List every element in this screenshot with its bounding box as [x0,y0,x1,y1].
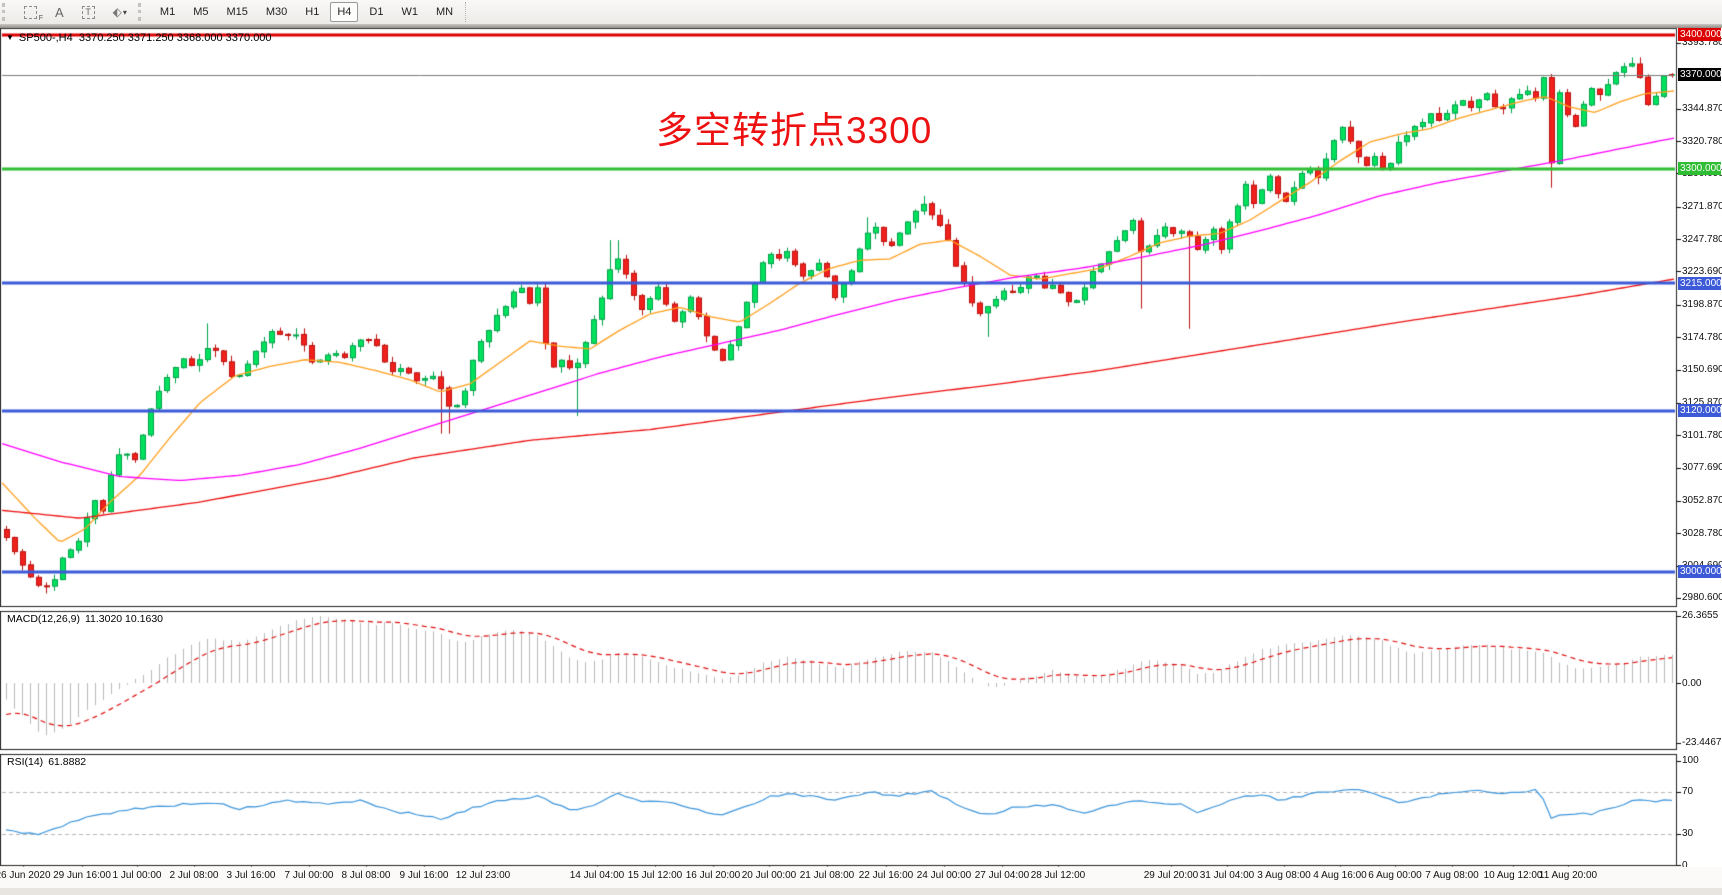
price-level-badge: 3215.000 [1678,276,1722,290]
shapes-dropdown-caret-icon[interactable]: ▾ [122,7,127,17]
mt4-toolbar: F A T ⬖ ▾ M1 M5 M15 M30 H1 H4 D1 W1 MN [0,0,1722,24]
price-axis-tick: 3247.780 [1682,233,1722,245]
price-level-badge: 3000.000 [1678,565,1722,579]
time-axis-label: 1 Jul 00:00 [112,870,162,881]
rsi-axis-tick: 30 [1682,828,1694,840]
toolbar-grip[interactable] [2,3,11,21]
letter-a-glyph: A [55,4,64,20]
timeframe-button-h1[interactable]: H1 [298,2,326,22]
price-axis-tick: 3320.780 [1682,135,1722,147]
time-axis-label: 7 Aug 08:00 [1425,870,1479,881]
arrows-shapes-icon[interactable]: ⬖ ▾ [106,2,134,22]
price-axis-tick: 3393.780 [1682,37,1722,49]
rsi-axis-tick: 100 [1682,755,1699,766]
macd-axis-tick: 0.00 [1682,677,1702,689]
timeframe-button-m1[interactable]: M1 [153,2,182,22]
timeframe-button-mn[interactable]: MN [429,2,460,22]
price-level-badge: 3120.000 [1678,404,1722,418]
rsi-value: 61.8882 [48,756,87,768]
time-axis-label: 28 Jul 12:00 [1030,870,1086,881]
time-axis-label: 8 Jul 08:00 [341,870,391,881]
time-axis-label: 14 Jul 04:00 [569,870,625,881]
price-axis-tick: 3052.870 [1682,495,1722,507]
timeframe-button-m5[interactable]: M5 [186,2,215,22]
toolbar-grip-2[interactable] [137,3,147,21]
time-axis-label: 3 Aug 08:00 [1257,870,1311,881]
price-axis-tick: 3077.690 [1682,462,1722,474]
price-axis-tick: 3174.780 [1682,331,1722,343]
timeframe-button-m30[interactable]: M30 [259,2,294,22]
price-axis-tick: 3150.690 [1682,364,1722,375]
time-axis-label: 11 Aug 20:00 [1538,870,1598,881]
collapse-arrow-icon[interactable]: ▼ [6,33,14,42]
text-annotation-icon[interactable]: A [48,2,71,22]
time-axis-label: 27 Jul 04:00 [974,870,1030,881]
time-axis-label: 22 Jul 16:00 [858,870,914,881]
time-axis-label: 10 Aug 12:00 [1483,870,1543,881]
price-axis-tick: 3271.870 [1682,201,1722,213]
time-axis-label: 2 Jul 08:00 [169,870,219,881]
chart-annotation-text[interactable]: 多空转折点3300 [656,110,933,151]
rsi-indicator-label: RSI(14) 61.8882 [7,756,86,768]
time-axis-label: 21 Jul 08:00 [799,870,855,881]
macd-indicator-label: MACD(12,26,9) 11.3020 10.1630 [7,613,163,625]
time-axis-label: 3 Jul 16:00 [226,870,276,881]
price-axis-tick: 2980.600 [1682,592,1722,604]
time-axis-label: 16 Jul 20:00 [685,870,741,881]
letter-t-glyph: T [81,5,95,19]
price-axis-tick: 3028.780 [1682,527,1722,539]
price-level-badge: 3370.000 [1678,68,1722,82]
text-label-icon[interactable]: T [75,2,102,22]
rsi-axis-tick: 70 [1682,786,1694,798]
macd-title: MACD(12,26,9) [7,613,80,625]
price-level-badge: 3300.000 [1678,162,1722,176]
time-axis-label: 31 Jul 04:00 [1199,870,1255,881]
shapes-glyph: ⬖ [112,5,122,19]
price-axis-tick: 3344.870 [1682,103,1722,115]
window-chrome-divider [0,24,1722,28]
window-bottom-edge [0,888,1722,895]
dashed-square-icon [24,5,37,19]
price-axis-tick: 3198.870 [1682,299,1722,311]
time-axis-label: 24 Jul 00:00 [916,870,972,881]
macd-axis-tick: -23.4467 [1682,737,1722,749]
timeframe-button-d1[interactable]: D1 [362,2,390,22]
icon-f-glyph: F [38,15,43,22]
price-axis-tick: 3223.690 [1682,265,1722,277]
rsi-title: RSI(14) [7,756,44,768]
time-axis-label: 6 Aug 00:00 [1368,870,1422,881]
timeframe-button-w1[interactable]: W1 [394,2,425,22]
symbol-ohlc-values: 3370.250 3371.250 3368.000 3370.000 [78,32,272,44]
time-axis-label: 9 Jul 16:00 [399,870,449,881]
rsi-axis-tick: 0 [1682,859,1688,871]
chart-autoscroll-icon[interactable]: F [17,2,44,22]
time-axis-label: 20 Jul 00:00 [741,870,797,881]
time-axis-label: 15 Jul 12:00 [627,870,683,881]
time-axis-label: 29 Jun 16:00 [53,870,111,881]
timeframe-button-m15[interactable]: M15 [219,2,254,22]
time-axis-label: 29 Jul 20:00 [1143,870,1199,881]
price-level-badge: 3400.000 [1678,28,1722,42]
time-axis[interactable]: 26 Jun 2020 29 Jun 16:00 1 Jul 00:00 2 Jul … [0,867,1722,888]
macd-values: 11.3020 10.1630 [84,613,164,625]
time-axis-label: 12 Jul 23:00 [455,870,511,881]
symbol-quote-line[interactable]: ▼ SP500-,H4 3370.250 3371.250 3368.000 33… [6,32,272,44]
timeframe-button-group: M1 M5 M15 M30 H1 H4 D1 W1 MN [151,2,462,22]
symbol-name: SP500-,H4 [18,32,73,44]
timeframe-button-h4[interactable]: H4 [330,2,359,22]
price-axis-tick: 3101.780 [1682,429,1722,441]
time-axis-label: 7 Jul 00:00 [284,870,334,881]
macd-axis-tick: 26.3655 [1682,610,1719,622]
price-axis[interactable]: 3393.7803344.8703320.7803296.6903271.870… [1677,0,1722,895]
time-axis-label: 4 Aug 16:00 [1313,870,1367,881]
time-axis-label: 26 Jun 2020 [0,870,51,881]
toolbar-separator [465,2,471,22]
price-axis-tick: 3125.870 [1682,397,1722,409]
